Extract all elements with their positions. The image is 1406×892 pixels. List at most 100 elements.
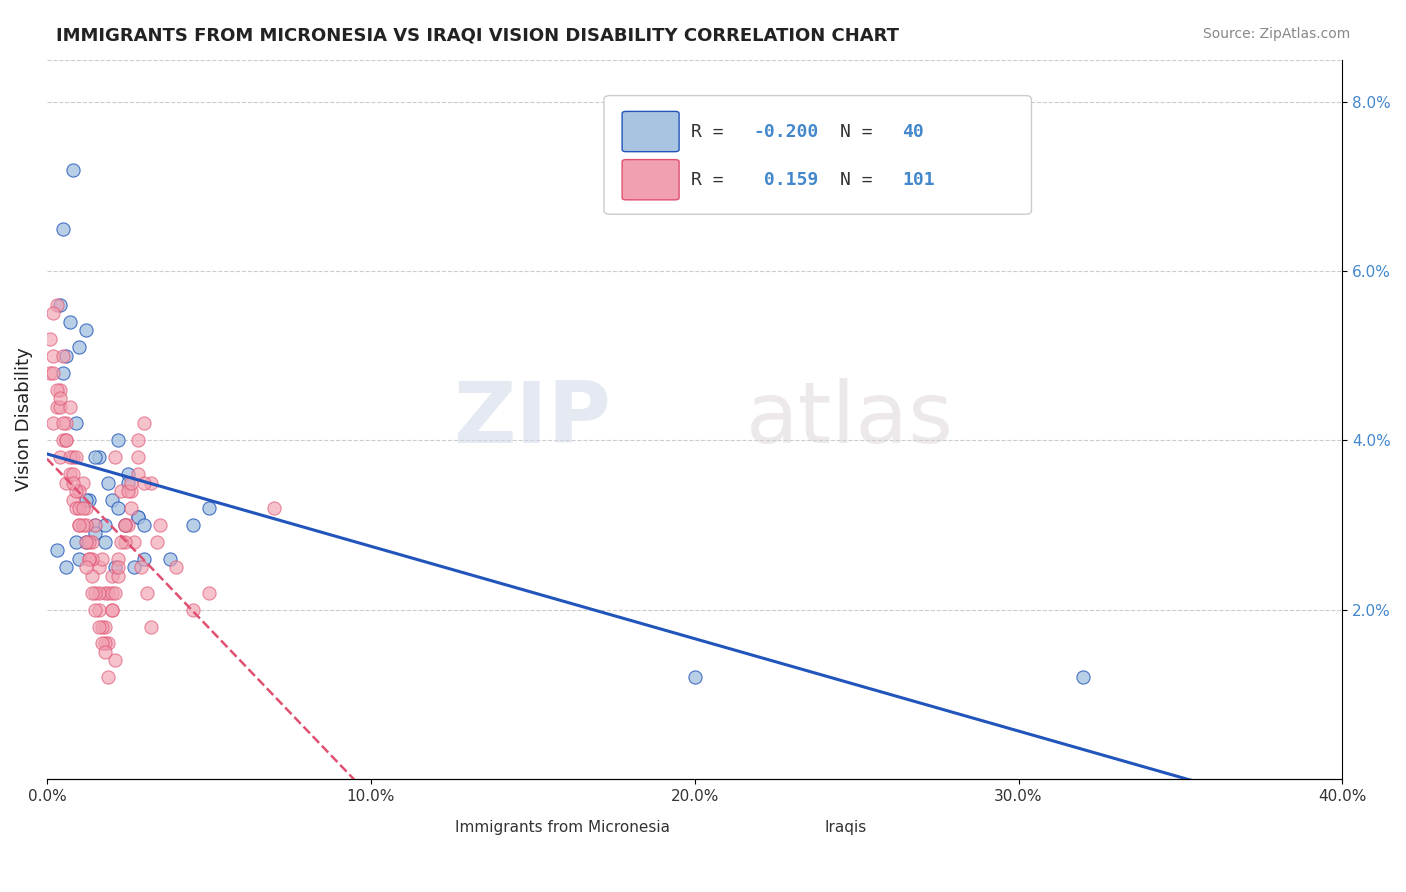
Point	[94, 585, 117, 599]
Point	[82, 569, 104, 583]
Point	[62, 450, 84, 465]
Point	[87, 450, 110, 465]
Point	[72, 518, 94, 533]
Text: 101: 101	[901, 170, 935, 189]
Point	[52, 349, 75, 363]
Text: Iraqis: Iraqis	[824, 820, 866, 835]
Point	[1071, 670, 1094, 684]
Point	[114, 518, 136, 533]
Point	[114, 518, 136, 533]
Text: atlas: atlas	[747, 377, 955, 461]
Text: 0.159: 0.159	[754, 170, 818, 189]
Point	[42, 417, 65, 431]
Point	[87, 560, 110, 574]
FancyBboxPatch shape	[621, 160, 679, 200]
Point	[181, 518, 204, 533]
Point	[58, 467, 80, 482]
Text: IMMIGRANTS FROM MICRONESIA VS IRAQI VISION DISABILITY CORRELATION CHART: IMMIGRANTS FROM MICRONESIA VS IRAQI VISI…	[56, 27, 900, 45]
Point	[65, 484, 87, 499]
Point	[84, 518, 107, 533]
Point	[52, 417, 75, 431]
Point	[117, 484, 139, 499]
FancyBboxPatch shape	[605, 95, 1032, 214]
Point	[39, 332, 62, 346]
Point	[84, 602, 107, 616]
Point	[198, 501, 221, 516]
Point	[49, 400, 72, 414]
Point	[110, 535, 132, 549]
Point	[132, 475, 155, 490]
Point	[67, 484, 90, 499]
Point	[58, 315, 80, 329]
Point	[75, 501, 97, 516]
Point	[52, 434, 75, 448]
Point	[62, 467, 84, 482]
Point	[114, 535, 136, 549]
Point	[110, 484, 132, 499]
Point	[82, 552, 104, 566]
Point	[87, 602, 110, 616]
Y-axis label: Vision Disability: Vision Disability	[15, 347, 32, 491]
Point	[67, 340, 90, 354]
Point	[77, 535, 100, 549]
Point	[65, 501, 87, 516]
Point	[75, 323, 97, 337]
Point	[77, 492, 100, 507]
Point	[117, 518, 139, 533]
Point	[87, 585, 110, 599]
Point	[45, 383, 67, 397]
Point	[181, 602, 204, 616]
Point	[117, 475, 139, 490]
Point	[107, 501, 129, 516]
Point	[127, 434, 149, 448]
FancyBboxPatch shape	[408, 815, 440, 840]
Point	[49, 298, 72, 312]
Point	[139, 619, 162, 633]
Point	[91, 619, 114, 633]
Point	[94, 619, 117, 633]
Point	[55, 434, 77, 448]
Point	[97, 475, 120, 490]
Point	[127, 450, 149, 465]
Point	[55, 349, 77, 363]
Point	[94, 636, 117, 650]
Point	[107, 552, 129, 566]
Point	[117, 467, 139, 482]
Point	[82, 585, 104, 599]
Point	[127, 509, 149, 524]
Text: Source: ZipAtlas.com: Source: ZipAtlas.com	[1202, 27, 1350, 41]
Point	[127, 509, 149, 524]
Point	[42, 349, 65, 363]
Point	[100, 569, 122, 583]
Point	[146, 535, 169, 549]
Text: R =: R =	[690, 122, 734, 141]
Text: ZIP: ZIP	[453, 377, 610, 461]
Point	[91, 636, 114, 650]
Point	[58, 400, 80, 414]
Point	[67, 501, 90, 516]
Point	[45, 400, 67, 414]
Text: N =: N =	[839, 122, 883, 141]
Point	[198, 585, 221, 599]
Point	[39, 366, 62, 380]
Point	[114, 518, 136, 533]
Text: 40: 40	[901, 122, 924, 141]
Point	[84, 585, 107, 599]
Text: Immigrants from Micronesia: Immigrants from Micronesia	[456, 820, 671, 835]
Point	[75, 492, 97, 507]
Point	[124, 535, 146, 549]
Point	[129, 560, 152, 574]
Point	[683, 670, 706, 684]
Point	[97, 636, 120, 650]
Point	[62, 475, 84, 490]
Point	[55, 475, 77, 490]
Point	[104, 450, 127, 465]
FancyBboxPatch shape	[621, 112, 679, 152]
Point	[165, 560, 187, 574]
Text: R =: R =	[690, 170, 734, 189]
Point	[52, 222, 75, 236]
Point	[42, 366, 65, 380]
Point	[75, 518, 97, 533]
Point	[139, 475, 162, 490]
Point	[263, 501, 285, 516]
